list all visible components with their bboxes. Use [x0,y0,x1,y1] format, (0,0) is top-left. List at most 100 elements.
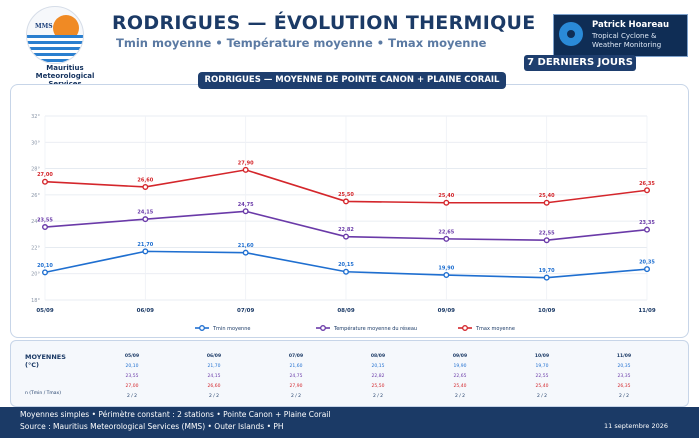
data-label: 25,50 [338,192,354,198]
data-label: 22,82 [338,227,354,233]
table-column: 07/09 21,60 24,75 27,90 2 / 2 [276,352,316,402]
data-point [644,266,651,273]
data-point [343,233,350,240]
sea-waves-icon [27,35,83,63]
data-point [242,208,249,215]
x-tick-label: 10/09 [538,308,555,314]
table-tmin: 21,60 [289,364,303,369]
data-point [343,198,350,205]
table-tmoy: 23,55 [125,374,139,379]
data-point [443,235,450,242]
table-date: 05/09 [124,354,140,359]
legend-label: Température moyenne du réseau [333,325,417,332]
table-tmin: 20,15 [371,364,385,369]
footer-methodology: Moyennes simples • Périmètre constant : … [20,410,331,419]
table-date: 11/09 [616,354,632,359]
y-tick-label: 20° [31,272,40,278]
mms-logo: MMS Mauritius Meteorological Services [20,6,104,88]
table-tmoy: 22,82 [371,374,385,379]
cyclone-icon [559,22,583,46]
data-label: 24,15 [137,210,153,216]
data-label: 21,70 [137,242,153,248]
data-label: 26,35 [639,181,655,187]
table-tmax: 26,60 [207,384,221,389]
y-tick-label: 22° [31,245,40,251]
table-date: 09/09 [452,354,468,359]
data-label: 21,60 [238,243,254,249]
data-label: 20,15 [338,262,354,268]
data-label: 25,40 [539,193,555,199]
x-tick-label: 11/09 [638,308,655,314]
legend-swatch-marker [320,325,326,331]
logo-acronym: MMS [35,23,53,30]
table-date: 06/09 [206,354,222,359]
data-point [543,237,550,244]
table-tmin: 19,70 [535,364,549,369]
data-point [42,178,49,185]
table-column: 10/09 19,70 22,55 25,40 2 / 2 [522,352,562,402]
data-label: 24,75 [238,202,254,208]
x-tick-label: 09/09 [438,308,455,314]
legend-swatch-marker [462,325,468,331]
y-tick-label: 24° [31,219,40,225]
table-tmax: 26,35 [617,384,631,389]
data-label: 25,40 [438,193,454,199]
table-title-unit: (°C) [25,361,39,369]
table-tmax: 25,50 [371,384,385,389]
footer-source: Source : Mauritius Meteorological Servic… [20,422,284,431]
data-label: 23,35 [639,220,655,226]
data-point [543,274,550,281]
table-count: 2 / 2 [618,394,630,399]
y-tick-label: 26° [31,193,40,199]
y-tick-label: 18° [31,298,40,304]
data-point [42,224,49,231]
y-tick-label: 28° [31,167,40,173]
table-column: 05/09 20,10 23,55 27,00 2 / 2 [112,352,152,402]
period-badge: 7 DERNIERS JOURS [524,55,636,71]
data-label: 20,10 [37,263,53,269]
table-tmoy: 22,55 [535,374,549,379]
data-point [42,269,49,276]
data-label: 19,70 [539,268,555,274]
data-label: 19,90 [438,266,454,272]
data-label: 20,35 [639,260,655,266]
summary-table: MOYENNES (°C) n (Tmin / Tmax) 05/09 20,10… [10,340,689,407]
data-point [443,199,450,206]
brand-subtitle: Tropical Cyclone & Weather Monitoring [592,32,662,49]
table-tmoy: 22,65 [453,374,467,379]
table-date: 08/09 [370,354,386,359]
table-tmin: 21,70 [207,364,221,369]
table-column: 06/09 21,70 24,15 26,60 2 / 2 [194,352,234,402]
table-tmax: 27,00 [125,384,139,389]
table-tmin: 19,90 [453,364,467,369]
data-label: 22,55 [539,231,555,237]
data-point [142,248,149,255]
data-label: 23,55 [37,218,53,224]
footer: Moyennes simples • Périmètre constant : … [0,407,699,438]
data-label: 27,00 [37,172,53,178]
table-date: 10/09 [534,354,550,359]
data-point [242,249,249,256]
table-count: 2 / 2 [536,394,548,399]
x-tick-label: 05/09 [36,308,53,314]
table-tmin: 20,10 [125,364,139,369]
data-point [443,272,450,279]
data-point [644,226,651,233]
legend-label: Tmin moyenne [212,326,250,332]
chart-header: RODRIGUES — MOYENNE DE POINTE CANON + PL… [198,72,506,89]
table-count: 2 / 2 [372,394,384,399]
data-point [142,216,149,223]
brand-box: Patrick Hoareau Tropical Cyclone & Weath… [553,14,688,57]
table-tmin: 20,35 [617,364,631,369]
temperature-chart: 18° 20° 22° 24° 26° 28° 30° 32° 05/09 06/09 07/09 0… [31,114,656,332]
data-label: 27,90 [238,160,254,166]
x-tick-label: 07/09 [237,308,254,314]
page-subtitle: Tmin moyenne • Température moyenne • Tma… [116,36,487,50]
data-point [142,183,149,190]
table-tmax: 25,40 [453,384,467,389]
x-tick-label: 06/09 [137,308,154,314]
legend-swatch-marker [199,325,205,331]
table-column: 09/09 19,90 22,65 25,40 2 / 2 [440,352,480,402]
brand-name: Patrick Hoareau [592,20,669,30]
table-column: 11/09 20,35 23,35 26,35 2 / 2 [604,352,644,402]
